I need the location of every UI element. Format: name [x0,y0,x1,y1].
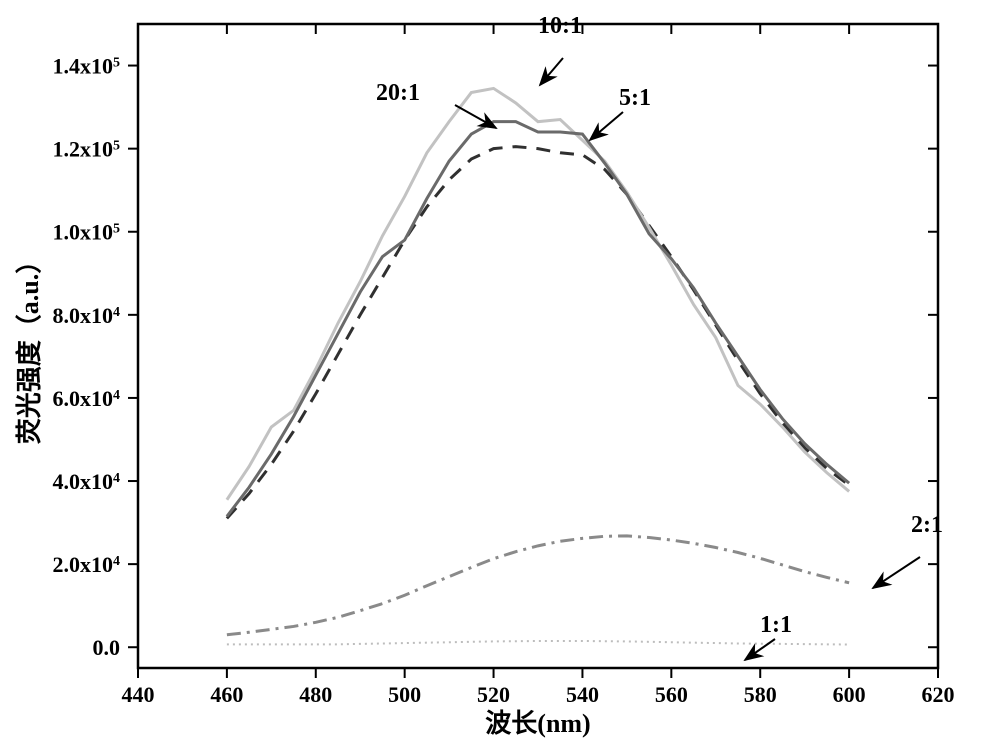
y-axis-title: 荧光强度（a.u.） [14,248,44,444]
annotation-label-2:1: 2:1 [911,512,943,538]
x-tick-label: 600 [833,682,866,707]
x-axis-title: 波长(nm) [485,709,590,738]
annotation-label-10:1: 10:1 [538,13,582,39]
x-tick-label: 580 [744,682,777,707]
y-tick-label: 4.0x104 [53,469,121,494]
x-tick-label: 620 [922,682,955,707]
annotation-label-20:1: 20:1 [376,80,420,106]
x-tick-label: 500 [388,682,421,707]
chart-container: 440 460 480 500 520 540 560 580 600 620 0.0 2.0x104… [0,0,1000,746]
y-tick-label: 1.0x105 [53,220,121,245]
annotation-label-5:1: 5:1 [619,85,651,111]
y-tick-label: 8.0x104 [53,303,121,328]
y-tick-label: 1.2x105 [53,137,121,162]
x-tick-label: 440 [122,682,155,707]
x-tick-label: 460 [210,682,243,707]
y-tick-label: 0.0 [93,635,121,660]
x-tick-label: 560 [655,682,688,707]
y-tick-label: 6.0x104 [53,386,121,411]
y-tick-label: 1.4x105 [53,54,121,79]
line-chart: 440 460 480 500 520 540 560 580 600 620 0.0 2.0x104… [0,0,1000,746]
y-tick-label: 2.0x104 [53,552,121,577]
x-tick-label: 540 [566,682,599,707]
annotation-label-1:1: 1:1 [760,612,792,638]
x-tick-label: 480 [299,682,332,707]
x-tick-label: 520 [477,682,510,707]
